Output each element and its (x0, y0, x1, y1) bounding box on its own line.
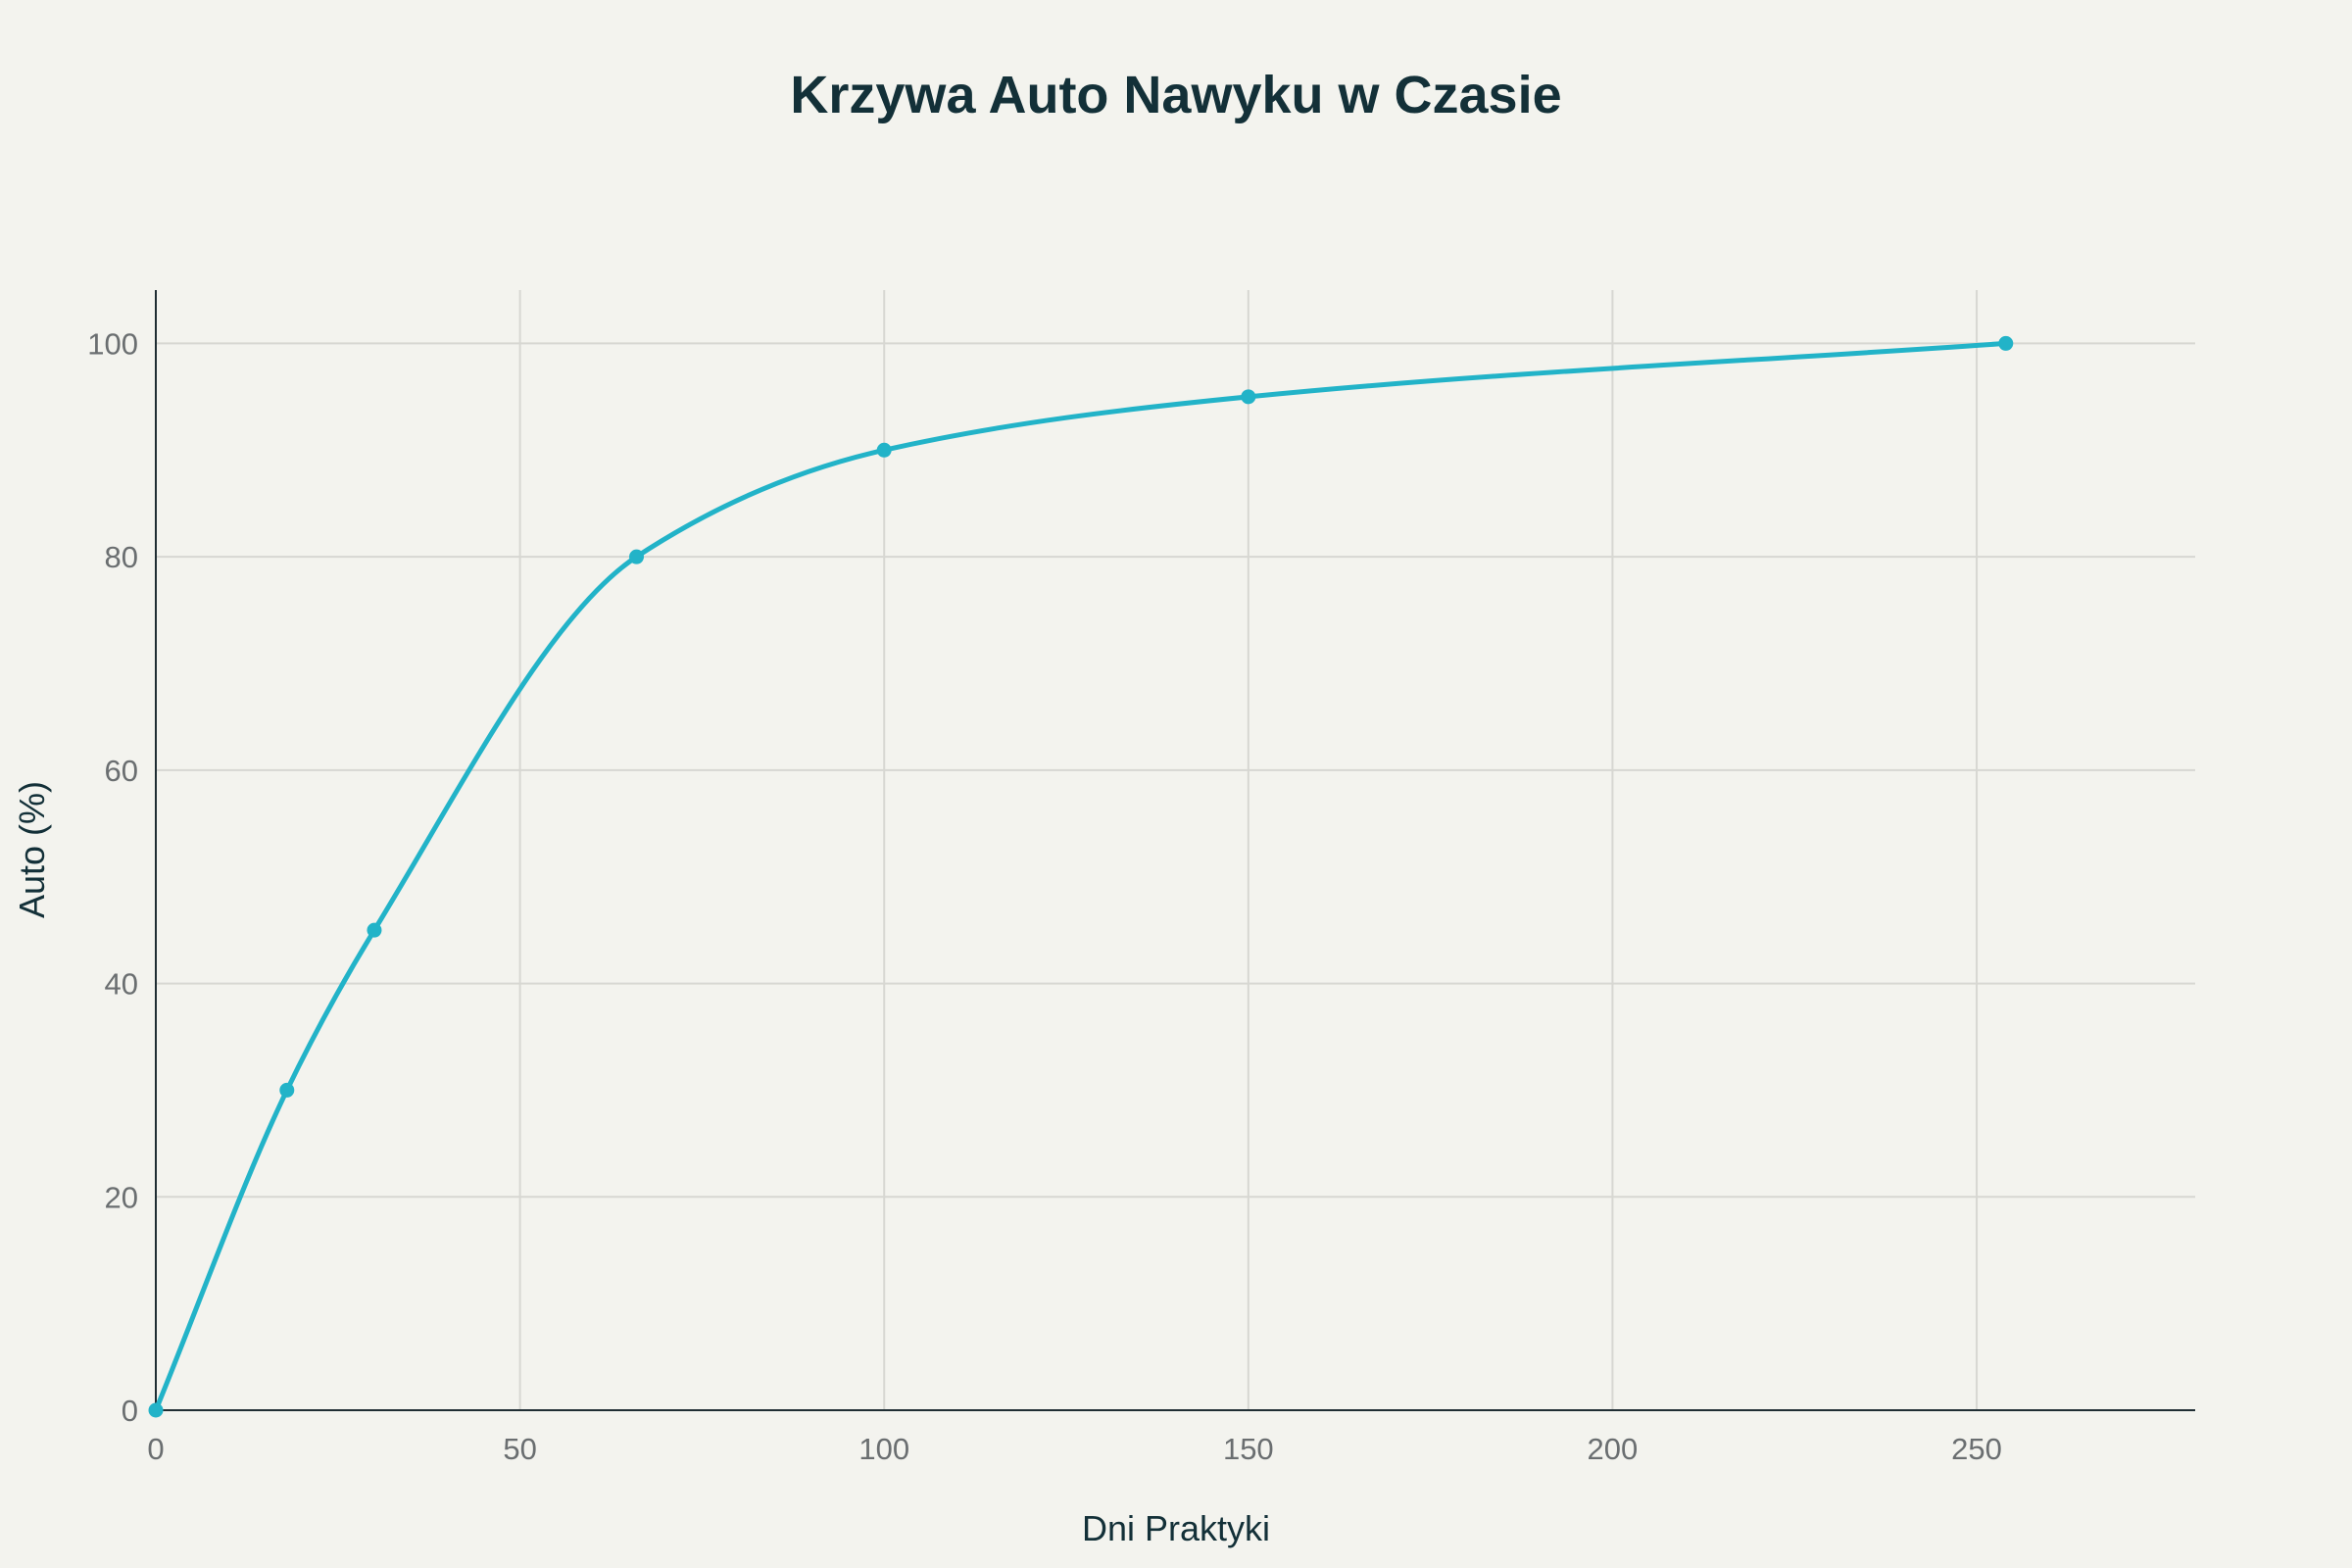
grid-lines (156, 290, 2195, 1410)
x-axis-label: Dni Praktyki (1082, 1508, 1270, 1548)
series-line (153, 340, 2009, 1413)
data-point[interactable] (279, 1082, 295, 1098)
axes (155, 290, 2195, 1411)
data-point[interactable] (367, 922, 382, 938)
x-tick-label: 0 (147, 1432, 164, 1466)
series-layer (148, 335, 2014, 1418)
y-tick-label: 100 (87, 326, 138, 361)
tick-labels: 0 50 100 150 200 250 0 20 40 60 80 100 (87, 326, 2002, 1466)
y-tick-label: 80 (105, 540, 138, 574)
y-tick-label: 0 (122, 1394, 138, 1428)
chart-title: Krzywa Auto Nawyku w Czasie (790, 66, 1561, 124)
y-axis-label: Auto (%) (12, 781, 52, 918)
data-point[interactable] (876, 442, 892, 458)
data-point[interactable] (1241, 389, 1256, 405)
x-tick-label: 200 (1588, 1432, 1639, 1466)
data-point[interactable] (148, 1402, 164, 1418)
data-point[interactable] (629, 549, 645, 564)
x-tick-label: 250 (1951, 1432, 2002, 1466)
x-tick-label: 100 (858, 1432, 909, 1466)
x-tick-label: 50 (503, 1432, 536, 1466)
y-tick-label: 40 (105, 967, 138, 1002)
data-point[interactable] (1998, 335, 2014, 351)
x-tick-label: 150 (1223, 1432, 1274, 1466)
y-tick-label: 60 (105, 754, 138, 788)
y-tick-label: 20 (105, 1180, 138, 1214)
